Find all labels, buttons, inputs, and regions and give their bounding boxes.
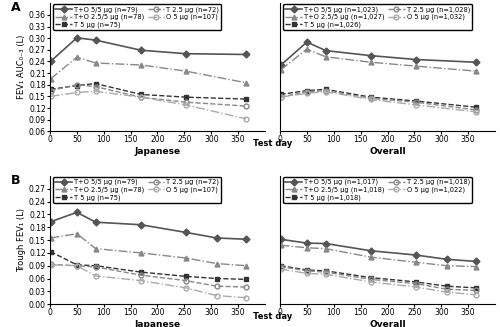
- Legend: T+O 5/5 μg (n=1,017), T+O 2.5/5 μg (n=1,018), T 5 μg (n=1,018), T 2.5 μg (n=1,01: T+O 5/5 μg (n=1,017), T+O 2.5/5 μg (n=1,…: [284, 177, 472, 203]
- Legend: T+O 5/5 μg (n=79), T+O 2.5/5 μg (n=78), T 5 μg (n=75), T 2.5 μg (n=72), O 5 μg (: T+O 5/5 μg (n=79), T+O 2.5/5 μg (n=78), …: [54, 4, 221, 30]
- Text: B: B: [12, 174, 21, 186]
- X-axis label: Overall: Overall: [369, 320, 406, 327]
- Y-axis label: Trough FEV₁ (L): Trough FEV₁ (L): [17, 208, 26, 272]
- X-axis label: Japanese: Japanese: [134, 147, 180, 156]
- Text: Test day: Test day: [253, 312, 292, 321]
- X-axis label: Japanese: Japanese: [134, 320, 180, 327]
- Legend: T+O 5/5 μg (n=79), T+O 2.5/5 μg (n=78), T 5 μg (n=75), T 2.5 μg (n=72), O 5 μg (: T+O 5/5 μg (n=79), T+O 2.5/5 μg (n=78), …: [54, 177, 221, 203]
- Y-axis label: FEV₁ AUC₀₋₃ (L): FEV₁ AUC₀₋₃ (L): [17, 35, 26, 99]
- Text: A: A: [12, 1, 21, 14]
- Legend: T+O 5/5 μg (n=1,023), T+O 2.5/5 μg (n=1,027), T 5 μg (n=1,026), T 2.5 μg (n=1,02: T+O 5/5 μg (n=1,023), T+O 2.5/5 μg (n=1,…: [284, 4, 472, 30]
- X-axis label: Overall: Overall: [369, 147, 406, 156]
- Text: Test day: Test day: [253, 139, 292, 148]
